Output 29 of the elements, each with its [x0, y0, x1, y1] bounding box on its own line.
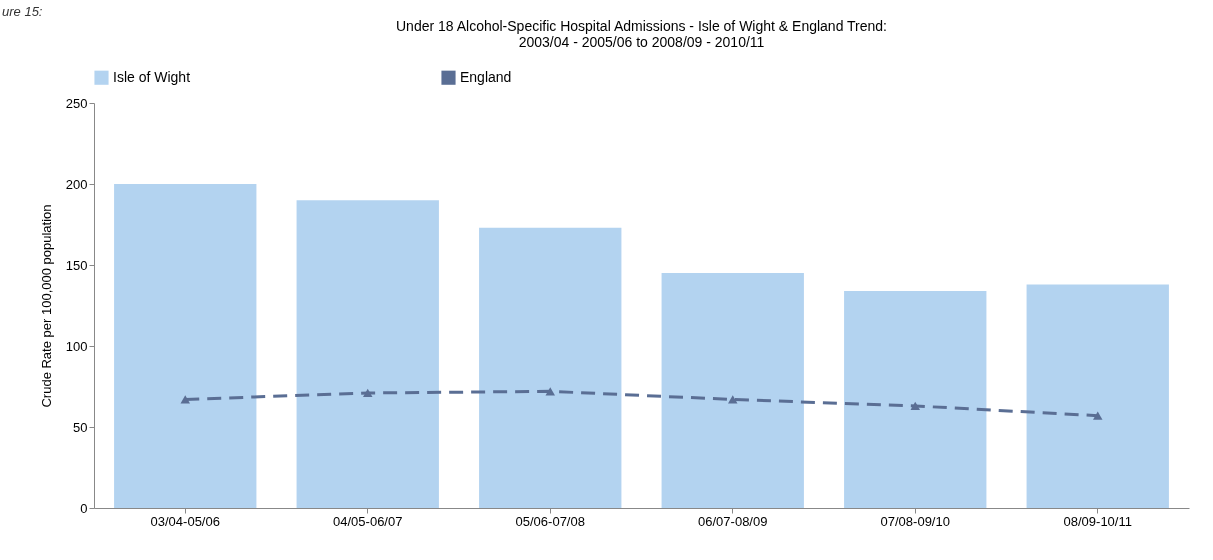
- point: [180, 395, 190, 404]
- bar: [1026, 284, 1169, 508]
- y-tick-label: 250: [65, 95, 88, 111]
- legend-label: England: [460, 68, 512, 85]
- y-tick-label: 100: [65, 338, 88, 354]
- text: ure 15:: [2, 4, 43, 19]
- y-tick-label: 200: [65, 176, 88, 192]
- y-tick-label: 150: [65, 257, 88, 273]
- x-tick-label: 03/04-05/06: [150, 513, 220, 529]
- point: [363, 388, 373, 398]
- bar: [296, 200, 439, 508]
- x-tick-label: 06/07-08/09: [698, 513, 768, 529]
- bar: [844, 290, 987, 508]
- legend-label: Isle of Wight: [113, 68, 191, 85]
- bar: [479, 227, 622, 508]
- y-tick-label: 0: [80, 500, 88, 516]
- text: 2003/04 - 2005/06 to 2008/09 - 2010/11: [518, 34, 765, 50]
- x-tick-label: 04/05-06/07: [333, 513, 403, 529]
- bar: [114, 184, 257, 508]
- text: Under 18 Alcohol-Specific Hospital Admissions - Isle of Wight & England Trend:: [395, 18, 888, 34]
- point: [728, 395, 738, 404]
- bar: [661, 273, 804, 508]
- y-tick-label: 50: [73, 419, 88, 435]
- point: [1093, 411, 1103, 420]
- x-tick-label: 08/09-10/11: [1063, 513, 1132, 529]
- x-tick-label: 07/08-09/10: [880, 513, 950, 529]
- y-axis-title: Crude Rate per 100,000 population: [38, 204, 54, 408]
- x-tick-label: 05/06-07/08: [515, 513, 585, 529]
- point: [910, 401, 920, 411]
